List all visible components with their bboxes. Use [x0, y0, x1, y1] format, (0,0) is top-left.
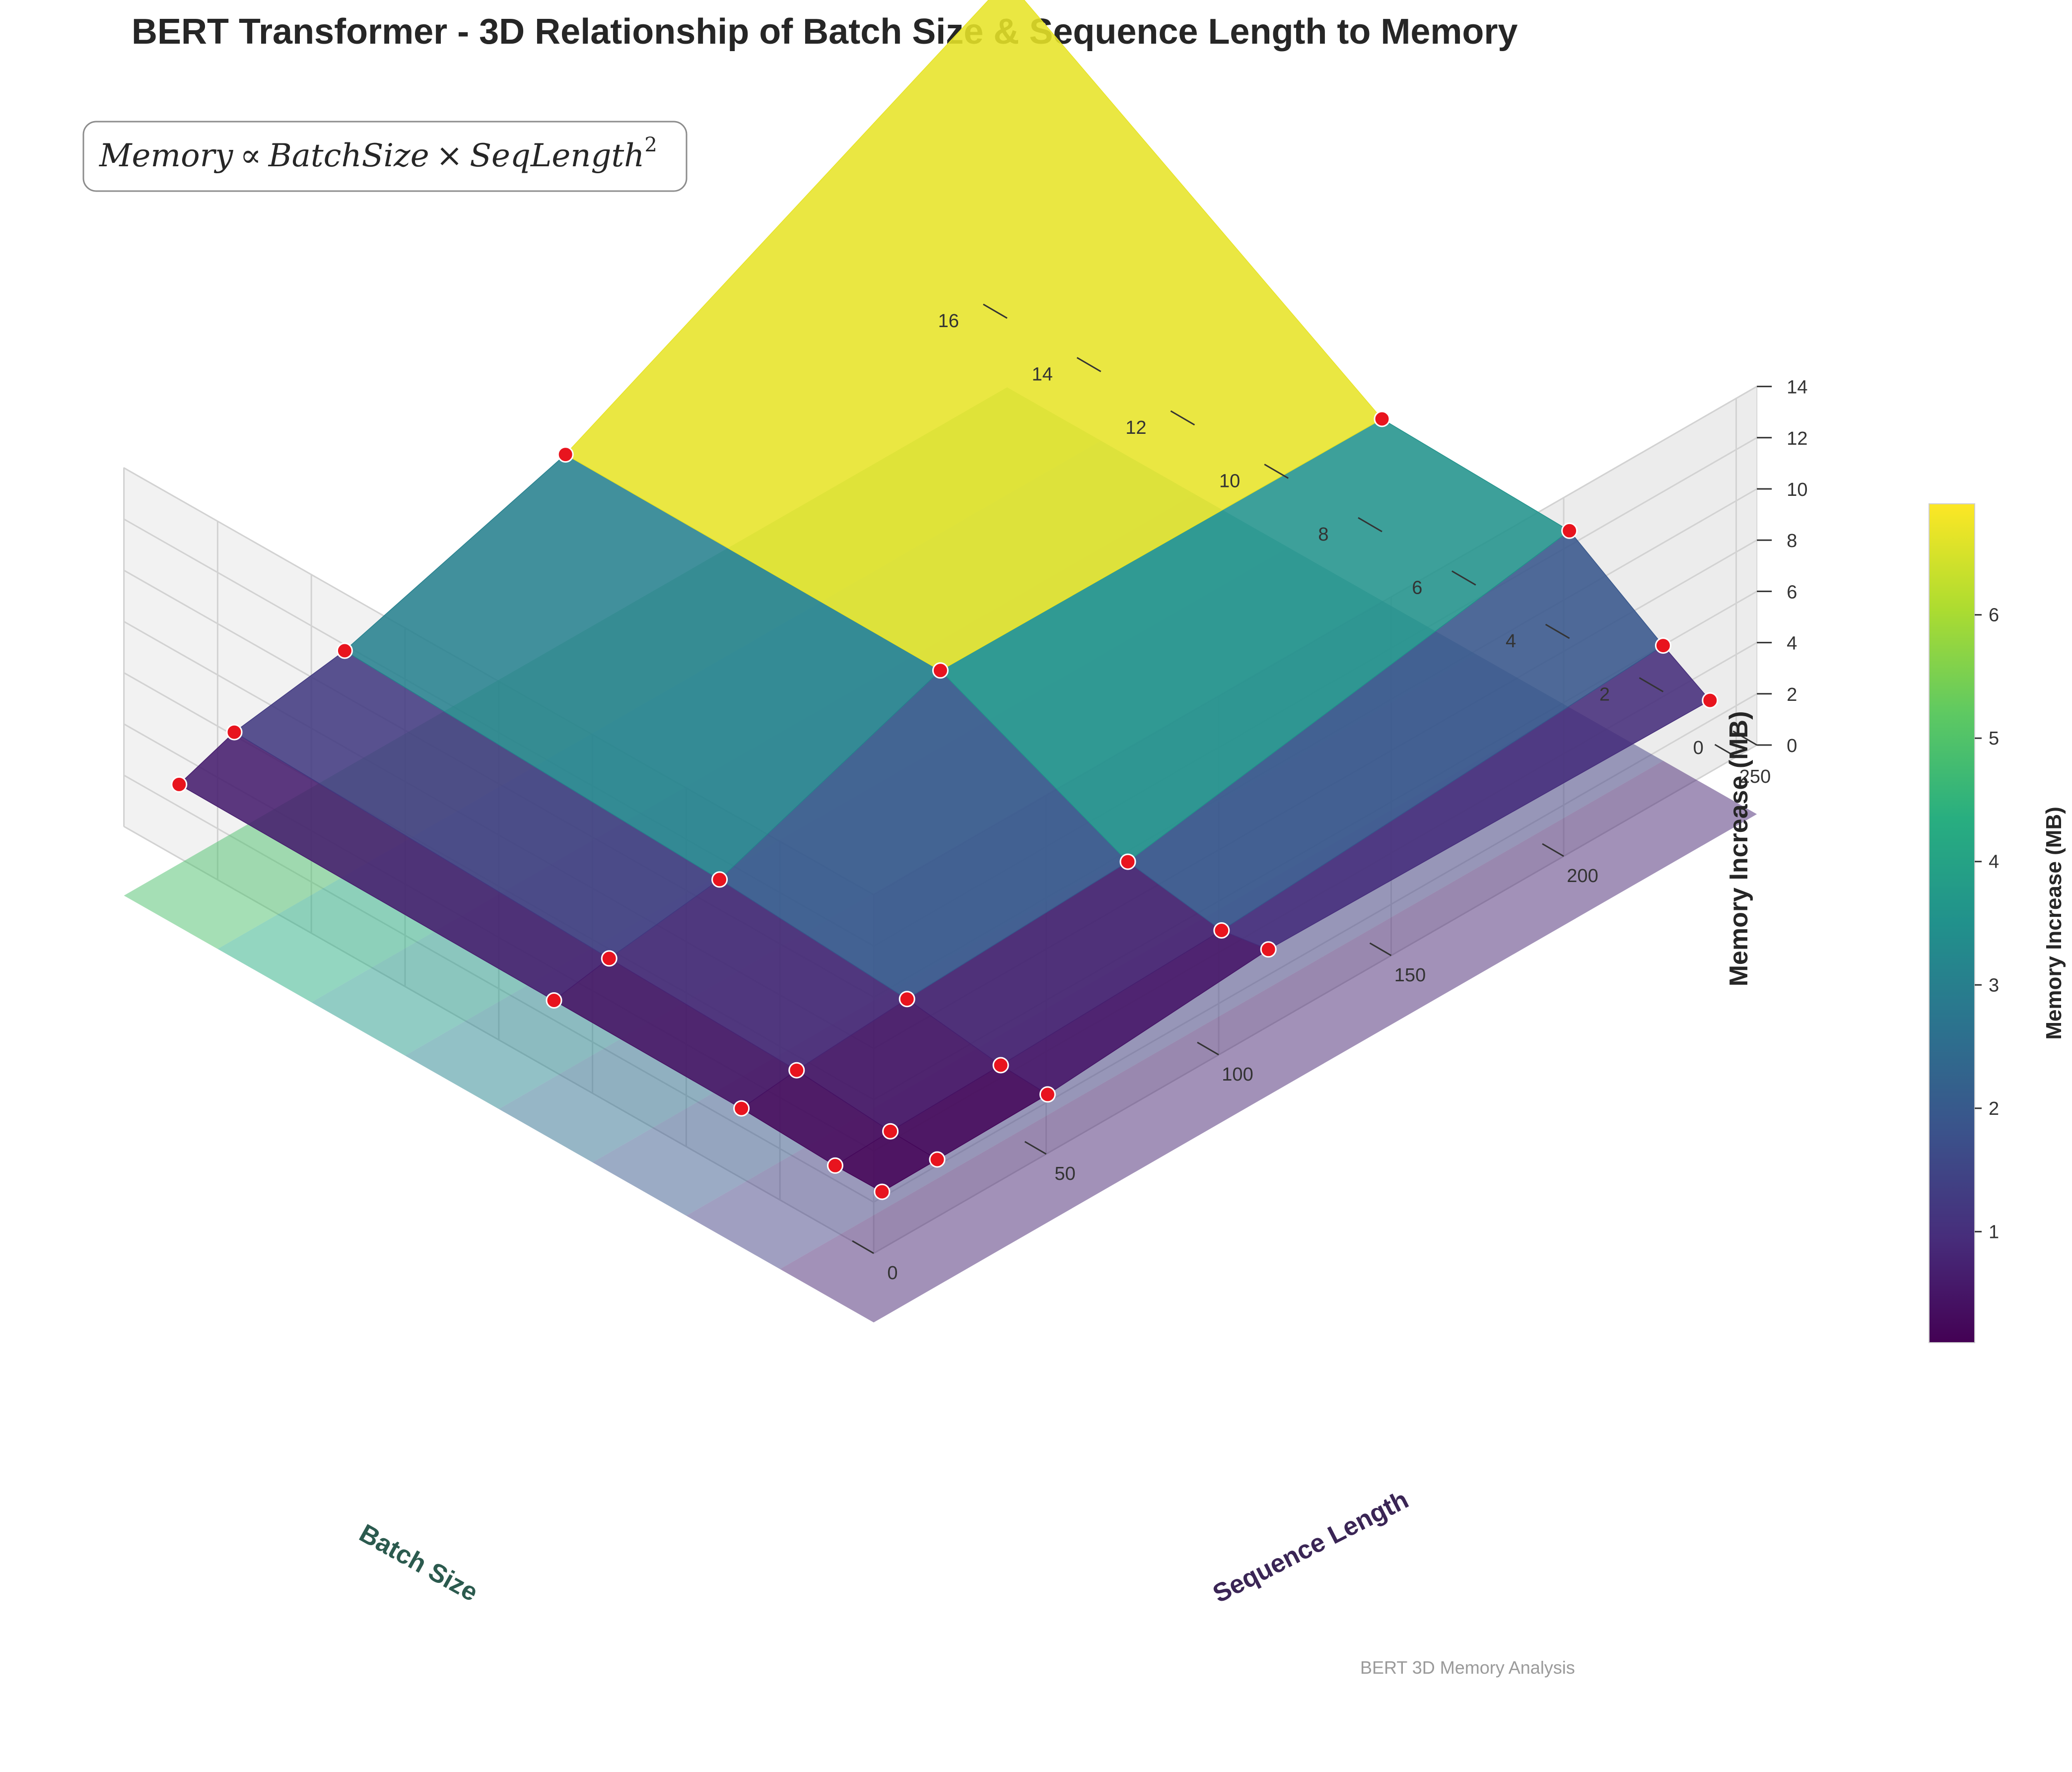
- data-point: [1119, 853, 1136, 870]
- data-point: [827, 1157, 843, 1174]
- data-point: [882, 1123, 899, 1140]
- x-tick-mark: [1451, 570, 1476, 586]
- y-tick-mark: [1197, 1041, 1219, 1056]
- x-tick-label: 2: [1599, 684, 1610, 705]
- colorbar-tick-label: 6: [1989, 605, 1999, 626]
- x-tick-label: 16: [938, 311, 959, 332]
- data-point: [874, 1183, 891, 1200]
- y-tick-label: 150: [1394, 965, 1426, 986]
- x-tick-label: 10: [1219, 471, 1240, 492]
- x-tick-mark: [1732, 730, 1757, 746]
- x-tick-label: 14: [1032, 364, 1052, 385]
- memory-surface: [178, 0, 1711, 1192]
- z-tick-label: 10: [1787, 479, 1807, 500]
- data-point: [788, 1062, 805, 1079]
- x-tick-mark: [1358, 517, 1382, 533]
- y-tick-mark: [1369, 942, 1392, 956]
- x-tick-mark: [983, 303, 1008, 319]
- z-tick-label: 4: [1787, 633, 1797, 654]
- data-point: [226, 724, 243, 741]
- data-point: [557, 446, 574, 463]
- colorbar-gradient: [1929, 503, 1975, 1343]
- y-tick-label: 250: [1739, 766, 1771, 787]
- y-tick-mark: [1542, 843, 1564, 857]
- data-point: [1702, 692, 1719, 709]
- chart-title: BERT Transformer - 3D Relationship of Ba…: [132, 12, 1518, 52]
- surface-patch: [565, 0, 1383, 671]
- colorbar-tick-label: 1: [1989, 1222, 1999, 1242]
- data-point: [1655, 637, 1671, 654]
- y-tick-mark: [1714, 744, 1737, 758]
- y-tick-mark: [1024, 1141, 1047, 1155]
- x-tick-mark: [1545, 623, 1570, 639]
- colorbar-tick-label: 5: [1989, 728, 1999, 749]
- colorbar-tick-label: 3: [1989, 975, 1999, 996]
- data-point: [336, 642, 353, 659]
- data-point: [1374, 410, 1390, 427]
- data-point: [601, 950, 618, 967]
- x-tick-mark: [1639, 677, 1664, 692]
- data-point: [932, 662, 949, 679]
- x-tick-mark: [1264, 464, 1289, 479]
- y-tick-label: 100: [1222, 1064, 1253, 1085]
- z-axis-label: Memory Increase (MB): [1725, 711, 1753, 987]
- data-point: [1039, 1086, 1056, 1103]
- colorbar-tick-label: 2: [1989, 1098, 1999, 1119]
- analysis-note: BERT 3D Memory Analysis: [1360, 1657, 1575, 1678]
- colorbar: 1 2 3 4 5 6 Memory Increase (MB): [1929, 503, 2066, 1343]
- x-axis-label: Batch Size: [354, 1519, 483, 1607]
- data-point: [898, 991, 915, 1008]
- y-axis-label: Sequence Length: [1208, 1485, 1413, 1608]
- data-point: [1260, 941, 1277, 958]
- z-tick-label: 12: [1787, 428, 1807, 449]
- data-point: [992, 1057, 1009, 1074]
- y-tick-mark: [852, 1240, 874, 1254]
- data-point: [711, 871, 728, 888]
- x-tick-label: 6: [1412, 578, 1422, 599]
- x-tick-label: 4: [1506, 631, 1516, 652]
- y-tick-label: 200: [1567, 866, 1598, 886]
- x-tick-mark: [1170, 410, 1195, 426]
- x-tick-label: 12: [1125, 417, 1146, 438]
- colorbar-tick-label: 4: [1989, 852, 1999, 873]
- y-tick-label: 50: [1054, 1163, 1075, 1184]
- z-tick-label: 14: [1787, 377, 1807, 398]
- formula-text: Memory ∝ BatchSize × SeqLength2: [99, 134, 657, 174]
- x-tick-mark: [1076, 357, 1102, 372]
- x-tick-label: 8: [1318, 524, 1328, 545]
- axis-ticks: 0 2 4 6 8 10 12 14 16 0 50 100 150 200 250 0 2 4 6 8 10 12 14: [852, 303, 1807, 1284]
- data-point: [171, 776, 188, 793]
- colorbar-label: Memory Increase (MB): [2042, 807, 2066, 1039]
- formula-box: Memory ∝ BatchSize × SeqLength2: [82, 121, 688, 192]
- y-tick-label: 0: [887, 1263, 898, 1284]
- z-tick-label: 8: [1787, 531, 1797, 551]
- z-tick-label: 2: [1787, 684, 1797, 705]
- data-points: [171, 410, 1719, 1200]
- contour-band: [780, 760, 1757, 1323]
- z-tick-label: 6: [1787, 582, 1797, 603]
- data-point: [929, 1151, 946, 1168]
- x-tick-label: 0: [1693, 738, 1704, 758]
- data-point: [1561, 522, 1578, 539]
- data-point: [1213, 922, 1230, 939]
- z-tick-label: 0: [1787, 736, 1797, 756]
- data-point: [733, 1100, 750, 1117]
- data-point: [546, 992, 562, 1009]
